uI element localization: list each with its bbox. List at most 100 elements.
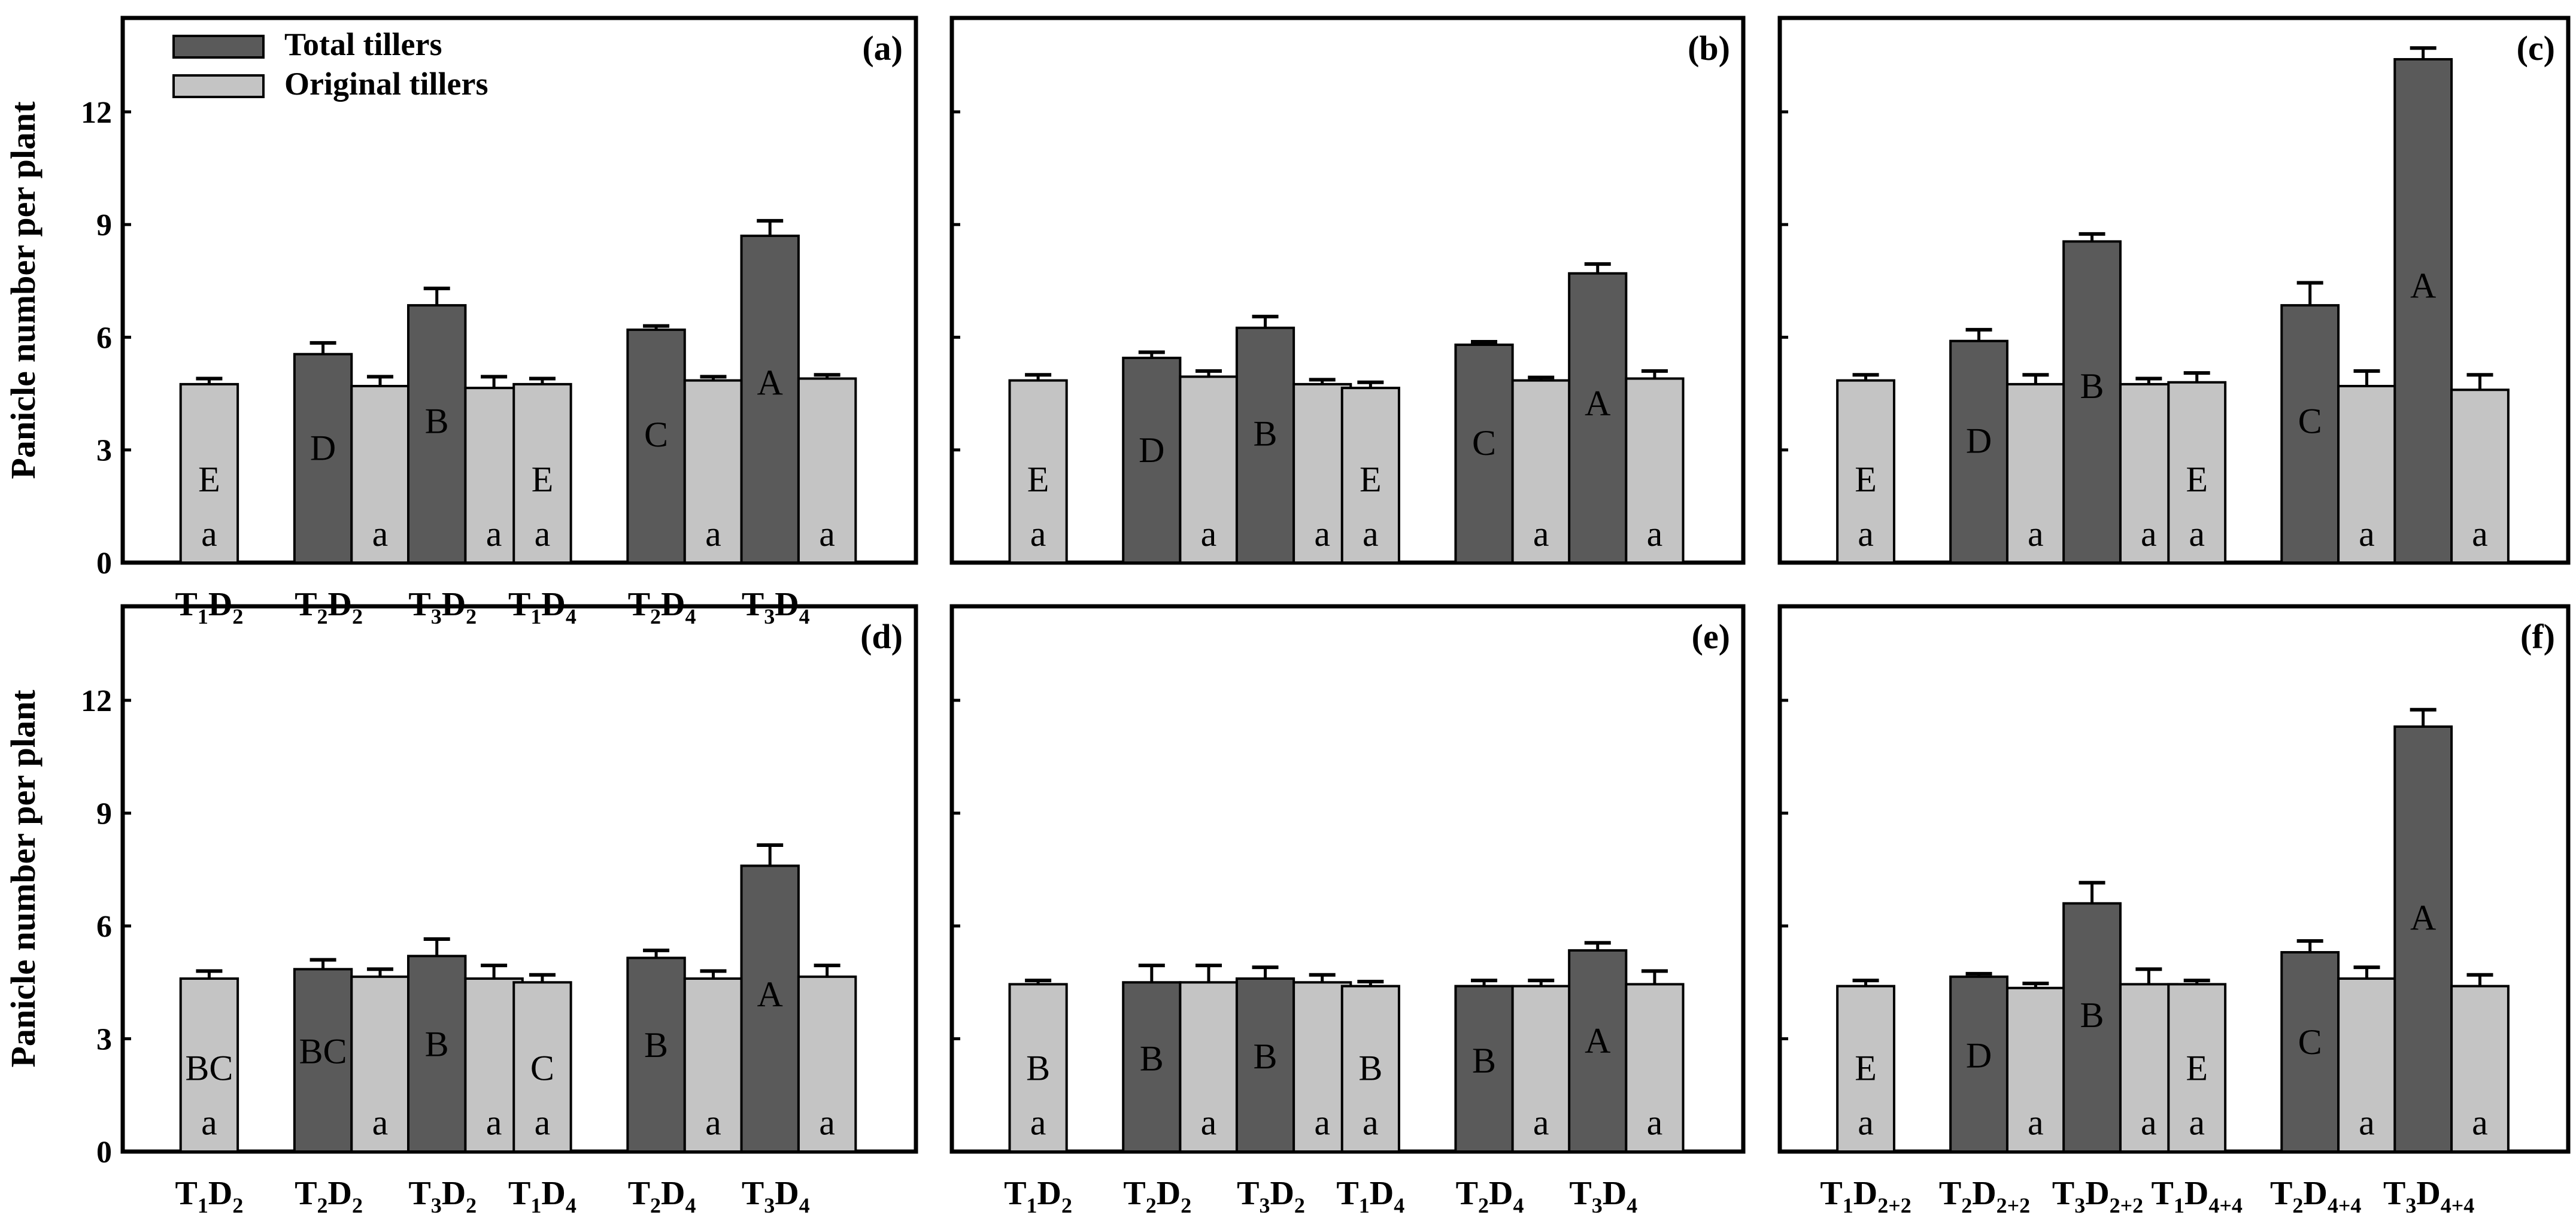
significance-letter-total: A [1585,1021,1610,1061]
bar-total-tillers [1340,387,1400,564]
x-category-label-part: T [1237,1175,1259,1212]
bar-original-tillers [797,377,857,564]
significance-letter-total: B [425,1024,449,1064]
x-category-label-part: D [2303,1175,2327,1212]
bar-total-tillers [2062,240,2122,564]
significance-letter-original: a [2189,514,2205,554]
x-category-label-part: 2 [232,605,243,628]
x-category-label: T2D2 [1123,1175,1191,1217]
x-category-label-part: D [208,1175,232,1212]
x-category-label-part: D [1370,1175,1394,1212]
panel-label: (a) [862,29,903,68]
x-category-label: T2D4 [628,1175,696,1217]
significance-letter-original: a [372,514,389,554]
significance-letter-total: D [310,428,336,467]
significance-letter-original: a [1858,1103,1874,1143]
x-category-label-part: 1 [1027,1193,1037,1217]
x-category-label-part: 1 [2174,1193,2184,1217]
significance-letter-original: a [2028,1103,2044,1143]
x-category-label: T3D4+4 [2383,1175,2474,1217]
significance-letter-original: a [705,514,721,554]
bar-total-tillers [1122,356,1182,564]
significance-letter-original: a [1201,514,1217,554]
significance-letter-original: a [1030,514,1046,554]
y-tick-label: 6 [96,321,112,355]
x-category-label-part: 1 [1359,1193,1370,1217]
x-category-label-part: 4+4 [2441,1193,2475,1217]
significance-letter-total: C [530,1049,554,1088]
x-category-label-part: 4 [566,605,577,628]
significance-letter-total: B [2080,995,2104,1035]
significance-letter-original: a [486,514,502,554]
significance-letter-original: a [2472,514,2488,554]
x-category-label-part: 2 [1181,1193,1191,1217]
x-category-label: T3D2 [1237,1175,1305,1217]
x-category-label-part: 3 [2405,1193,2416,1217]
bar-total-tillers [1568,949,1628,1153]
x-category-label-part: T [1336,1175,1358,1212]
x-category-label-part: D [2085,1175,2109,1212]
x-category-label-part: T [1123,1175,1145,1212]
significance-letter-total: E [1360,460,1382,499]
x-category-label: T1D4+4 [2152,1175,2243,1217]
bar-total-tillers [740,235,800,564]
x-category-label-part: 4 [685,605,696,628]
x-category-label-part: T [1820,1175,1842,1212]
x-category-label-part: 2 [1478,1193,1489,1217]
x-category-label-part: 2+2 [1877,1193,1911,1217]
bar-total-tillers [407,304,467,564]
bar-total-tillers [407,955,467,1153]
x-category-label: T1D4 [1336,1175,1404,1217]
significance-letter-total: B [1253,414,1277,453]
x-category-label-part: T [1456,1175,1478,1212]
significance-letter-total: D [1966,421,1992,460]
significance-letter-total: B [644,1025,668,1065]
significance-letter-total: E [198,460,220,499]
bar-total-tillers [2280,951,2340,1153]
significance-letter-total: A [1585,384,1610,423]
bar-original-tillers [1625,983,1685,1153]
y-tick-label: 3 [96,1023,112,1057]
bar-total-tillers [179,382,239,564]
x-category-label-part: 1 [1843,1193,1853,1217]
significance-letter-original: a [1363,1103,1379,1143]
bar-total-tillers [1836,985,1895,1153]
x-category-label-part: 2 [650,605,661,628]
x-category-label-part: 3 [1592,1193,1603,1217]
significance-letter-total: E [2186,460,2208,499]
bar-total-tillers [293,353,353,564]
x-category-label: T2D4+4 [2270,1175,2361,1217]
x-category-label: T2D2+2 [1939,1175,2030,1217]
x-category-label: T3D4 [1569,1175,1637,1217]
y-axis-title: Panicle number per plant [4,101,43,479]
x-category-label-part: 1 [530,1193,541,1217]
significance-letter-original: a [535,1103,551,1143]
x-category-label-part: 2+2 [1997,1193,2031,1217]
significance-letter-original: a [1647,1103,1663,1143]
significance-letter-original: a [1363,514,1379,554]
bar-total-tillers [2062,902,2122,1153]
x-category-label: T3D2 [408,1175,477,1217]
x-category-label: T3D4 [742,1175,810,1217]
significance-letter-total: E [2186,1049,2208,1088]
x-category-label-part: 3 [764,605,775,628]
x-category-label-part: 3 [1259,1193,1270,1217]
x-category-label-part: T [2052,1175,2074,1212]
significance-letter-original: a [201,1103,217,1143]
panel-label: (e) [1692,617,1730,656]
x-category-label: T2D2 [295,1175,363,1217]
x-category-label-part: 2 [232,1193,243,1217]
significance-letter-total: A [757,363,783,403]
panel-label: (b) [1688,29,1730,68]
bar-original-tillers [797,975,857,1153]
significance-letter-total: E [1855,1049,1877,1088]
x-category-label-part: T [742,1175,764,1212]
x-category-label-part: 4+4 [2328,1193,2362,1217]
x-category-label-part: T [408,1175,430,1212]
significance-letter-original: a [1201,1103,1217,1143]
legend: Total tillers Original tillers [172,26,488,102]
y-axis-title: Panicle number per plant [4,690,43,1068]
